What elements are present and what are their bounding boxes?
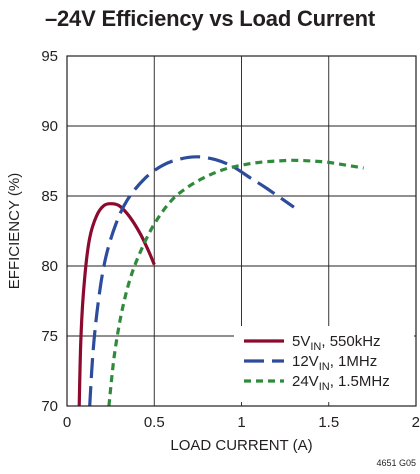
y-tick-label: 80	[41, 258, 58, 275]
y-tick-label: 85	[41, 188, 58, 205]
x-tick-label: 0.5	[144, 414, 165, 431]
series-line-1	[77, 202, 156, 407]
legend-entry-2: 12VIN, 1MHz	[292, 353, 377, 373]
legend-entry-1: 5VIN, 550kHz	[292, 333, 381, 353]
y-tick-label: 90	[41, 118, 58, 135]
plot-frame	[66, 55, 417, 407]
series-line-2	[88, 155, 295, 407]
y-tick-label: 75	[41, 328, 58, 345]
y-axis-label: EFFICIENCY (%)	[6, 173, 23, 289]
y-tick-label: 70	[41, 398, 58, 415]
series-line-3	[107, 158, 364, 407]
x-axis-label: LOAD CURRENT (A)	[170, 437, 312, 454]
chart-title: –24V Efficiency vs Load Current	[44, 6, 376, 31]
figure-id: 4651 G05	[376, 458, 416, 468]
series-lines	[77, 155, 364, 407]
x-tick-label: 1	[237, 414, 245, 431]
tick-labels: 0 0.5 1 1.5 2 70 75 80 85 90 95	[41, 48, 420, 431]
x-tick-label: 0	[63, 414, 71, 431]
x-tick-label: 2	[412, 414, 420, 431]
grid	[67, 56, 416, 406]
x-tick-label: 1.5	[318, 414, 339, 431]
legend-entry-3: 24VIN, 1.5MHz	[292, 373, 390, 393]
y-tick-label: 95	[41, 48, 58, 65]
legend-background	[234, 326, 414, 402]
